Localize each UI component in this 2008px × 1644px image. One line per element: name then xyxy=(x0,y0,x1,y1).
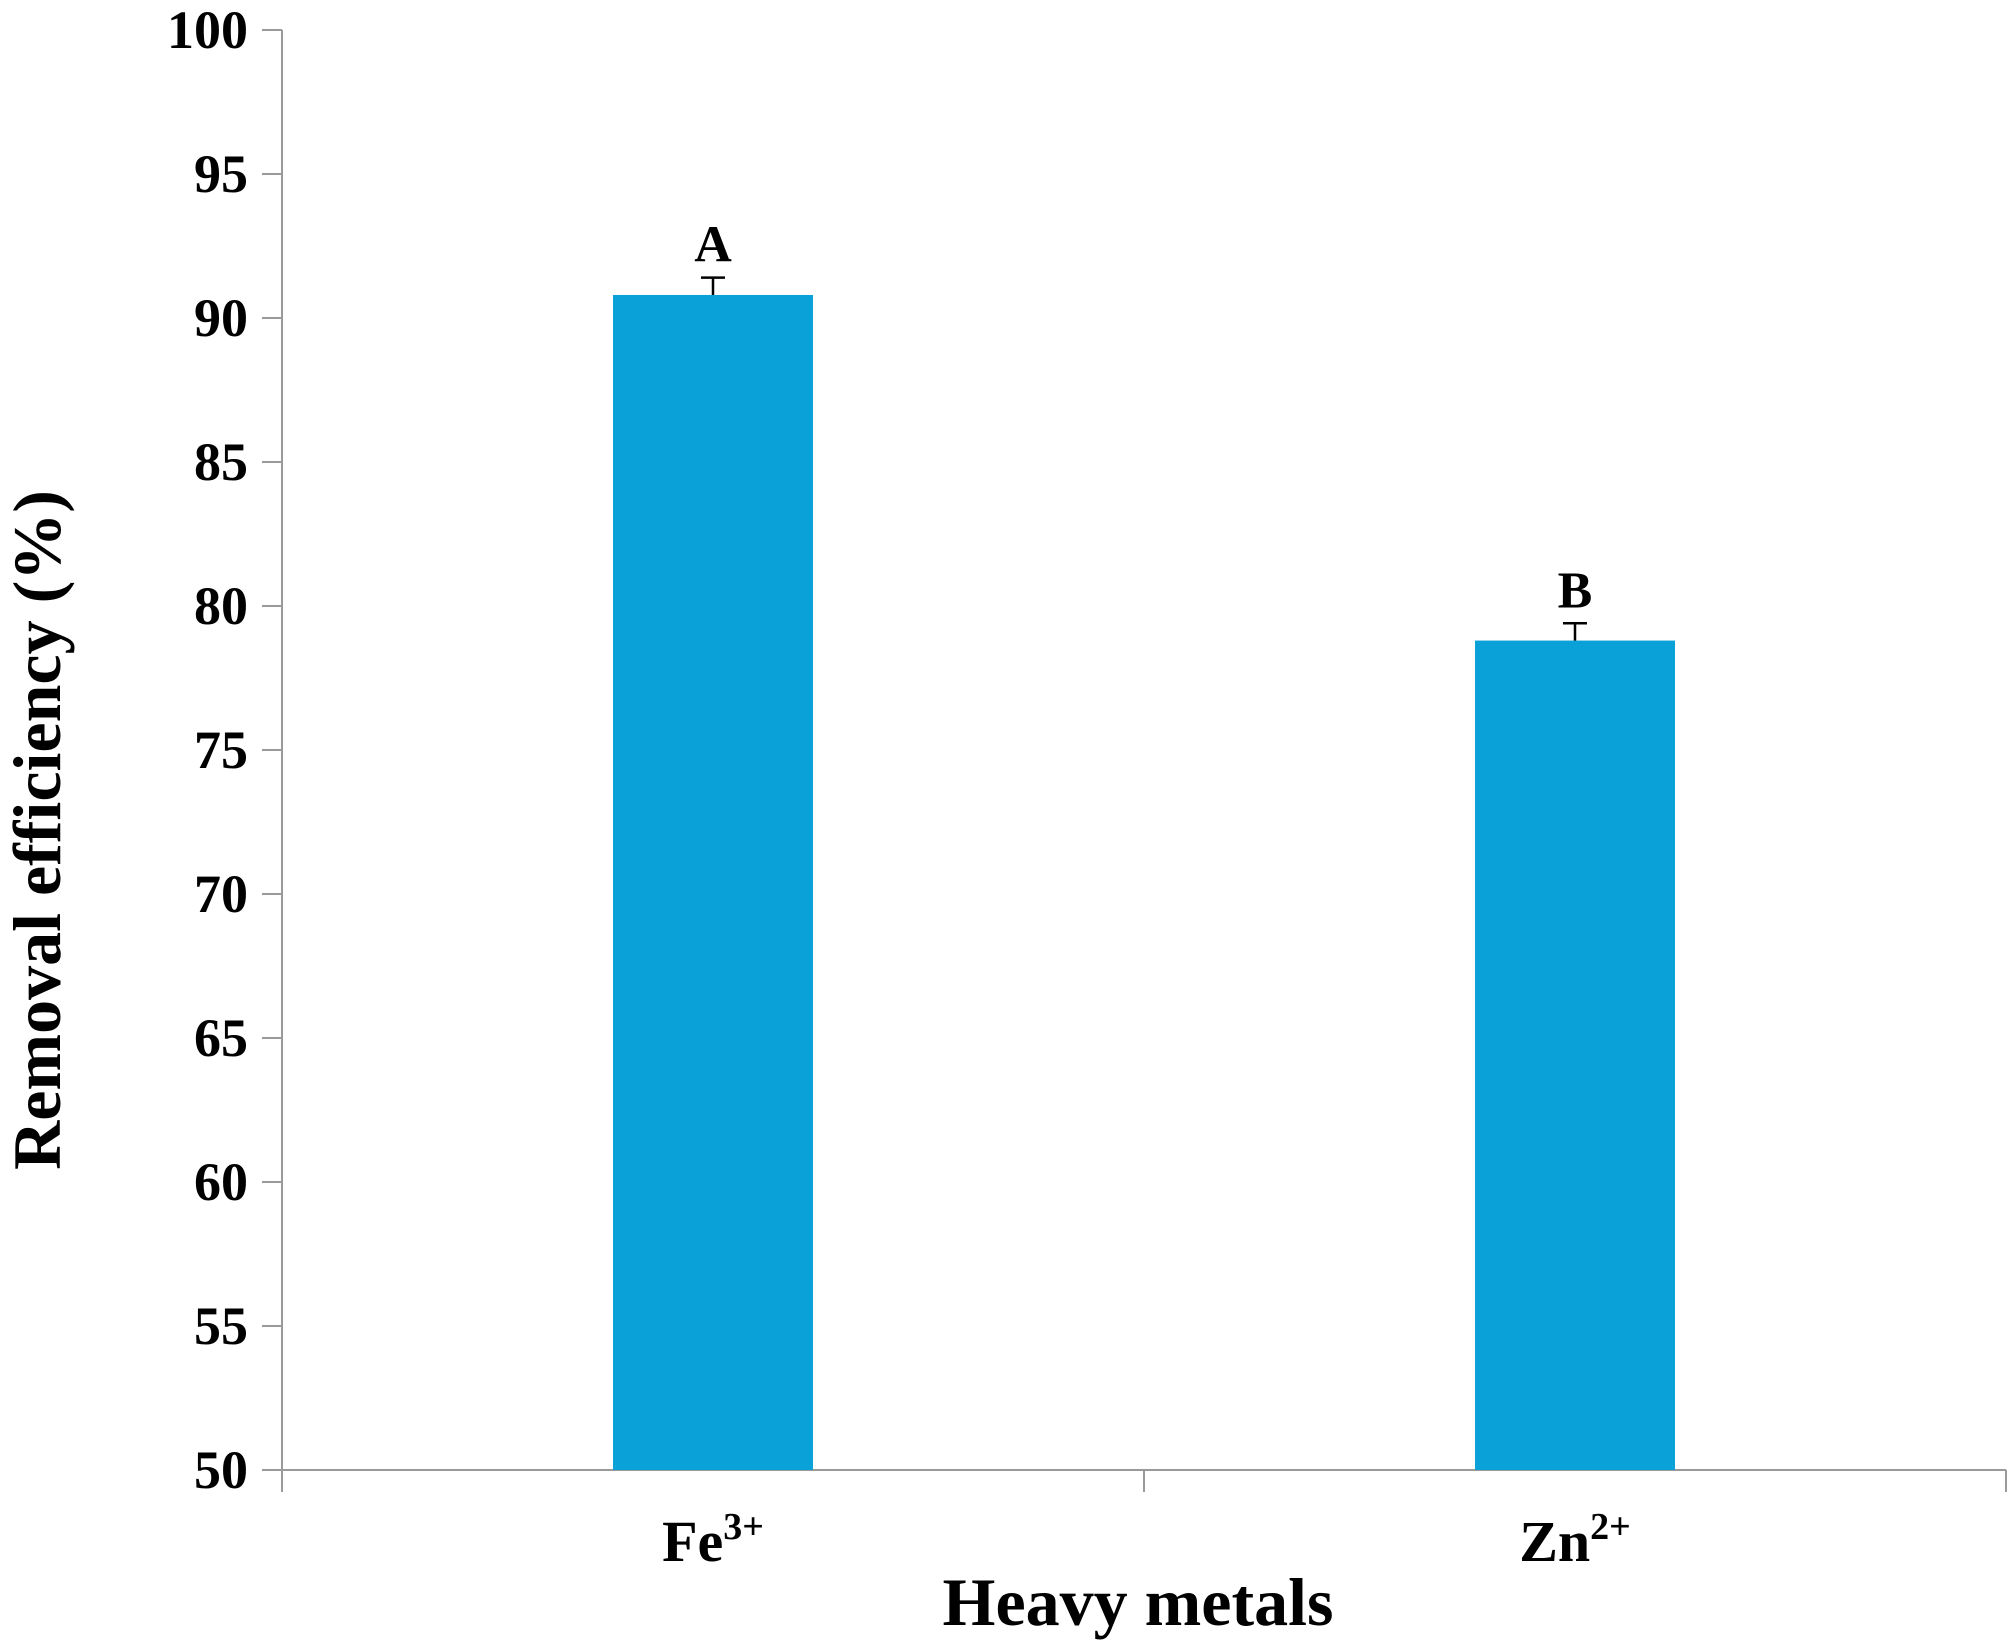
significance-labels: AB xyxy=(694,217,1592,620)
x-tick-label: Fe3+ xyxy=(662,1506,764,1574)
y-tick-label: 80 xyxy=(194,576,248,636)
significance-letter: B xyxy=(1558,562,1593,619)
x-axis xyxy=(281,1469,2007,1492)
y-tick-label: 95 xyxy=(194,144,248,204)
y-tick-label: 100 xyxy=(167,0,248,60)
bars xyxy=(613,294,1675,1471)
y-tick-label: 70 xyxy=(194,864,248,924)
error-bars xyxy=(701,276,1587,641)
y-tick-label: 60 xyxy=(194,1152,248,1212)
bar xyxy=(1475,640,1675,1470)
y-tick-label: 55 xyxy=(194,1296,248,1356)
y-axis: 50 55 60 65 70 75 80 85 90 95 100 xyxy=(167,0,283,1500)
category-superscript: 3+ xyxy=(723,1506,764,1548)
category-base: Zn xyxy=(1519,1509,1590,1574)
y-axis-title: Removal efficiency (%) xyxy=(0,490,75,1170)
bar xyxy=(613,294,813,1471)
category-labels: Fe3+ Zn2+ xyxy=(662,1506,1631,1574)
y-tick-label: 65 xyxy=(194,1008,248,1068)
significance-letter: A xyxy=(694,217,732,274)
category-superscript: 2+ xyxy=(1590,1506,1631,1548)
x-axis-title: Heavy metals xyxy=(943,1564,1334,1640)
category-base: Fe xyxy=(662,1509,723,1574)
y-tick-label: 90 xyxy=(194,288,248,348)
y-tick-label: 50 xyxy=(194,1440,248,1500)
y-tick-label: 75 xyxy=(194,720,248,780)
x-tick-label: Zn2+ xyxy=(1519,1506,1631,1574)
y-tick-label: 85 xyxy=(194,432,248,492)
